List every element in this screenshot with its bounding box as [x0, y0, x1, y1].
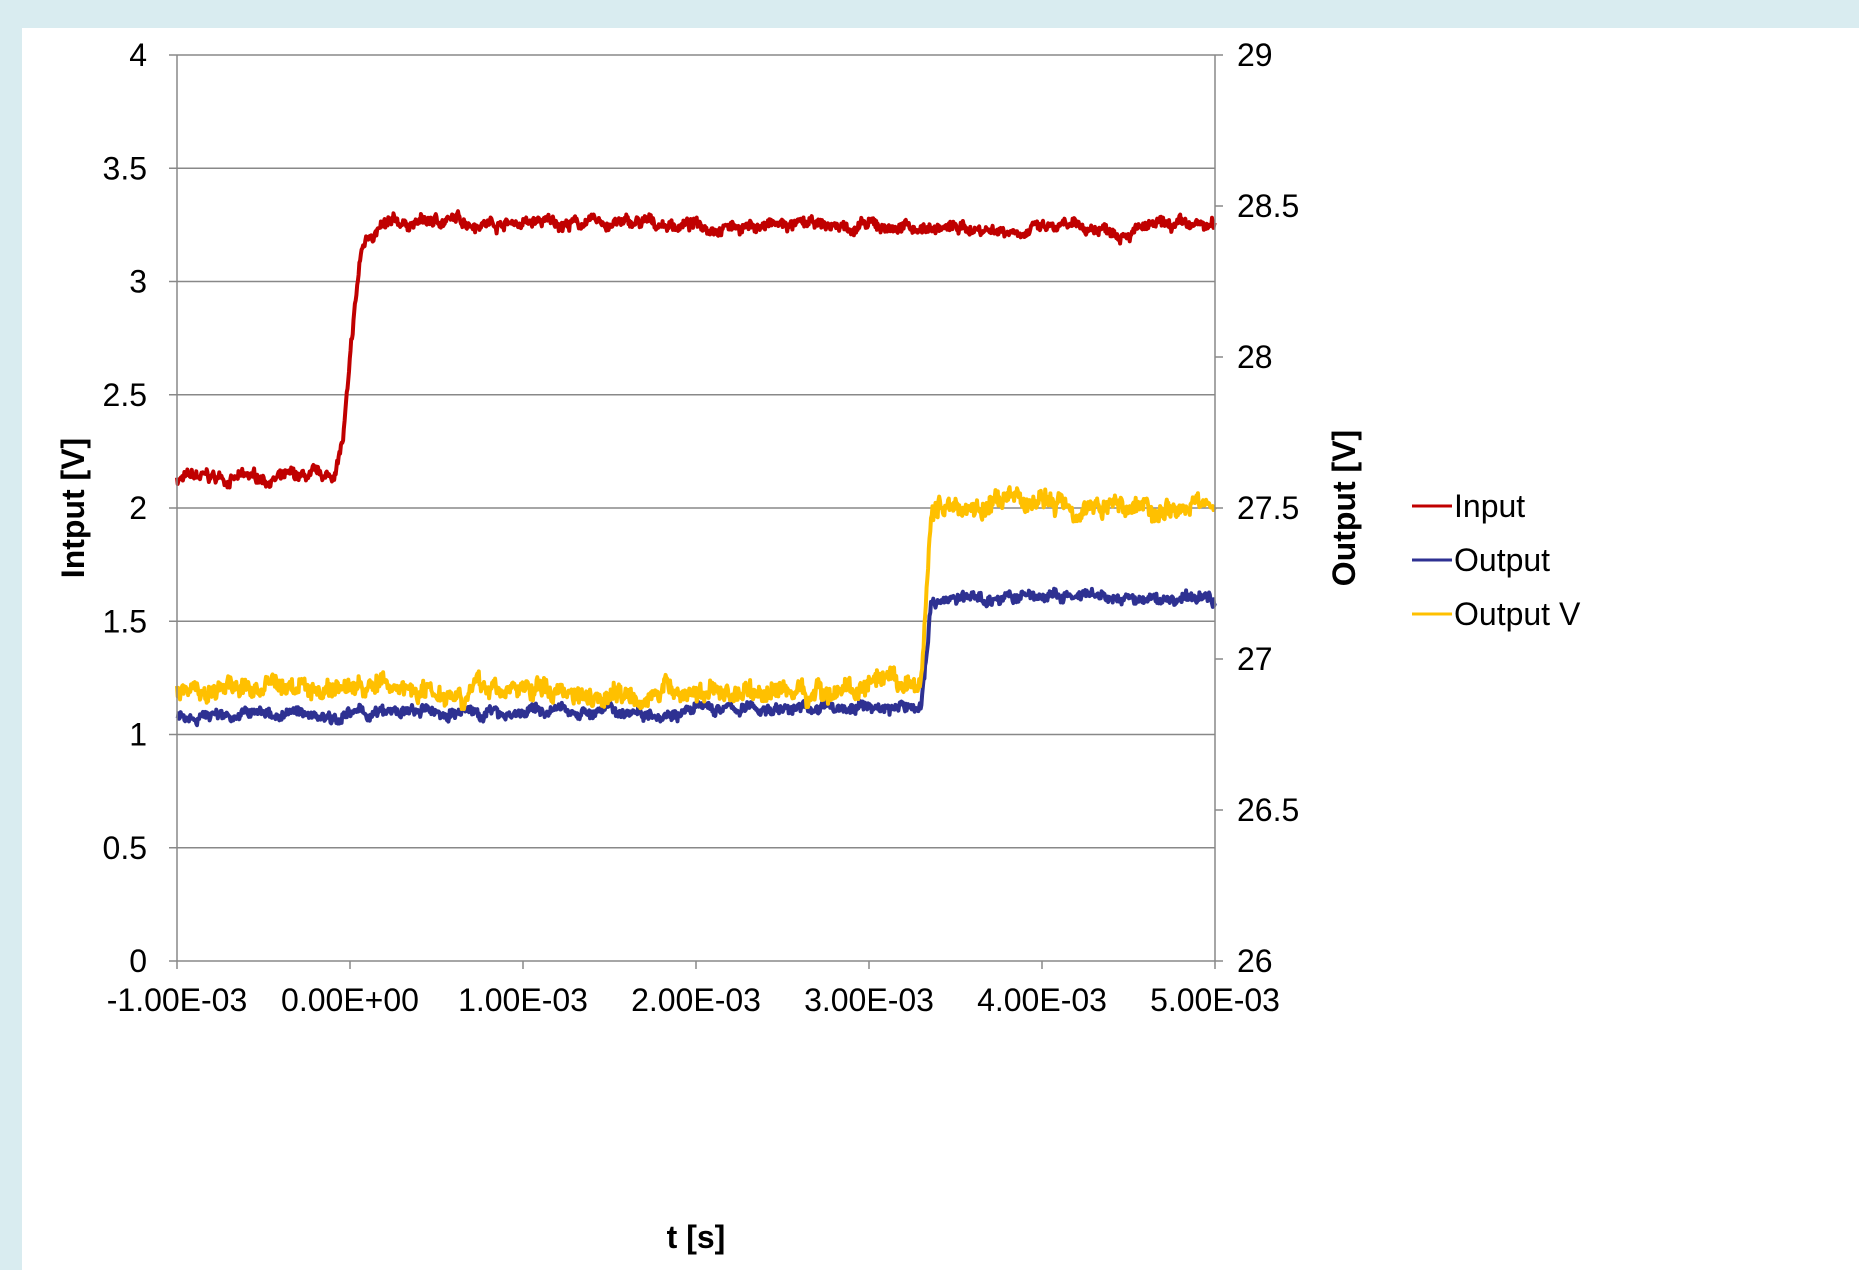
legend: Input Output Output V	[1412, 488, 1581, 632]
y-right-tick-label: 27.5	[1237, 490, 1299, 526]
x-axis-title: t [s]	[667, 1219, 726, 1255]
y-left-tick-label: 0	[129, 943, 147, 979]
x-tick-label: 4.00E-03	[977, 982, 1107, 1018]
series-line-input	[175, 209, 1217, 490]
y-right-tick-label: 28.5	[1237, 188, 1299, 224]
x-tick-label: 1.00E-03	[458, 982, 588, 1018]
y-left-tick-label: 3	[129, 264, 147, 300]
gridlines	[177, 54, 1215, 849]
y-left-axis-title: Intput [V]	[55, 438, 91, 578]
chart-svg: 0 0.5 1 1.5 2 2.5 3 3.5 4 26 26.5 27 27.5 28 28.5 29 -1.…	[55, 37, 1581, 1255]
y-left-tick-label: 1.5	[103, 603, 147, 639]
y-left-tick-label: 4	[129, 37, 147, 73]
x-tick-label: 2.00E-03	[631, 982, 761, 1018]
x-tick-label: 5.00E-03	[1150, 982, 1280, 1018]
y-right-tick-label: 27	[1237, 641, 1273, 677]
y-right-tick-label: 28	[1237, 339, 1273, 375]
x-tick-label: 0.00E+00	[281, 982, 419, 1018]
legend-label: Input	[1454, 488, 1525, 524]
axes: 0 0.5 1 1.5 2 2.5 3 3.5 4 26 26.5 27 27.5 28 28.5 29 -1.…	[103, 37, 1300, 1018]
x-tick-label: 3.00E-03	[804, 982, 934, 1018]
series-layer	[175, 209, 1217, 728]
y-left-tick-label: 1	[129, 717, 147, 753]
legend-label: Output	[1454, 542, 1550, 578]
y-left-tick-label: 0.5	[103, 830, 147, 866]
y-right-tick-label: 26	[1237, 943, 1273, 979]
chart-panel: 0 0.5 1 1.5 2 2.5 3 3.5 4 26 26.5 27 27.5 28 28.5 29 -1.…	[22, 28, 1859, 1270]
legend-label: Output V	[1454, 596, 1581, 632]
y-left-tick-label: 3.5	[103, 150, 147, 186]
y-right-tick-label: 26.5	[1237, 792, 1299, 828]
series-line-output-v	[175, 485, 1217, 712]
y-right-axis-title: Output [V]	[1326, 430, 1362, 586]
x-tick-label: -1.00E-03	[107, 982, 248, 1018]
y-right-tick-label: 29	[1237, 37, 1273, 73]
y-left-tick-label: 2.5	[103, 377, 147, 413]
series-line-output	[175, 586, 1217, 728]
y-left-tick-label: 2	[129, 490, 147, 526]
